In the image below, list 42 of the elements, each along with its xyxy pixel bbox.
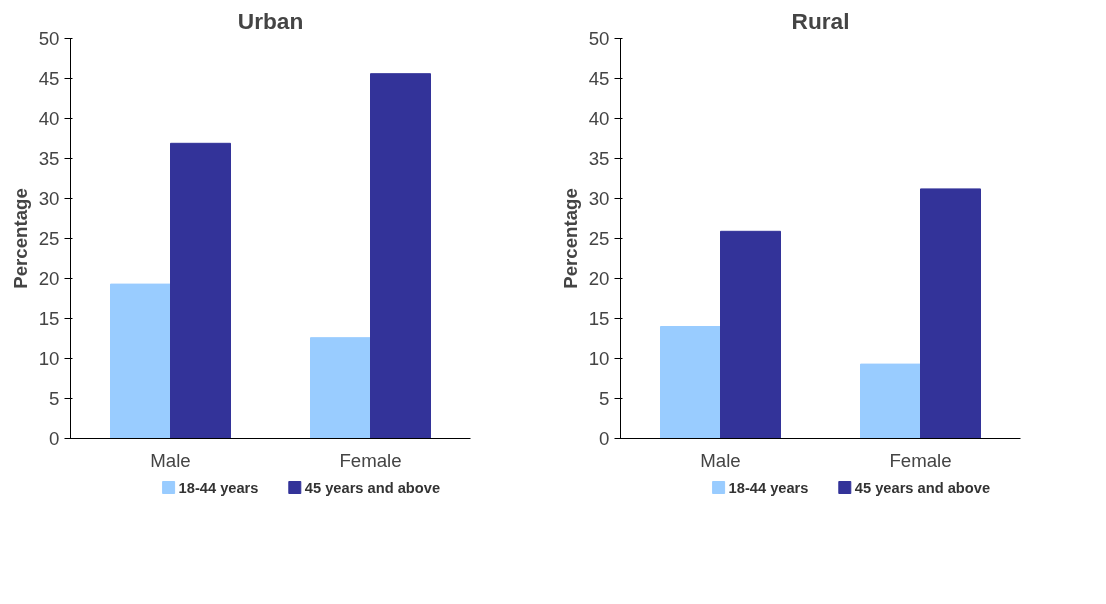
- bar: [310, 337, 371, 439]
- y-tick-label: 5: [599, 388, 610, 409]
- y-tick-label: 45: [588, 68, 610, 89]
- y-axis-title: Percentage: [559, 188, 581, 289]
- y-tick-label: 0: [49, 428, 60, 449]
- bar: [720, 230, 781, 439]
- bar: [370, 73, 431, 439]
- y-tick-label: 30: [588, 188, 610, 209]
- y-tick-label: 40: [588, 108, 610, 129]
- legend-label: 45 years and above: [304, 479, 441, 496]
- bar: [660, 326, 721, 439]
- y-tick-label: 45: [38, 68, 60, 89]
- chart-title: Rural: [791, 7, 850, 34]
- bar: [860, 363, 921, 439]
- y-tick-label: 15: [38, 308, 60, 329]
- legend-label: 18-44 years: [178, 479, 259, 496]
- x-tick-label: Female: [339, 449, 402, 471]
- y-tick-label: 50: [38, 28, 60, 49]
- y-tick-label: 25: [588, 228, 610, 249]
- y-tick-label: 30: [38, 188, 60, 209]
- y-tick-label: 20: [38, 268, 60, 289]
- bar: [920, 188, 981, 439]
- y-tick-label: 5: [49, 388, 60, 409]
- y-tick-label: 10: [38, 348, 60, 369]
- chart-title: Urban: [237, 7, 304, 34]
- x-tick-label: Male: [700, 449, 741, 471]
- bar: [110, 283, 171, 439]
- y-tick-label: 35: [588, 148, 610, 169]
- x-tick-label: Male: [150, 449, 191, 471]
- y-tick-label: 0: [599, 428, 610, 449]
- x-tick-label: Female: [889, 449, 952, 471]
- bar: [170, 142, 231, 439]
- y-tick-label: 35: [38, 148, 60, 169]
- legend-label: 18-44 years: [728, 479, 809, 496]
- y-tick-label: 10: [588, 348, 610, 369]
- y-tick-label: 40: [38, 108, 60, 129]
- y-tick-label: 50: [588, 28, 610, 49]
- y-tick-label: 25: [38, 228, 60, 249]
- y-tick-label: 15: [588, 308, 610, 329]
- y-tick-label: 20: [588, 268, 610, 289]
- y-axis-title: Percentage: [9, 188, 31, 289]
- legend-label: 45 years and above: [854, 479, 991, 496]
